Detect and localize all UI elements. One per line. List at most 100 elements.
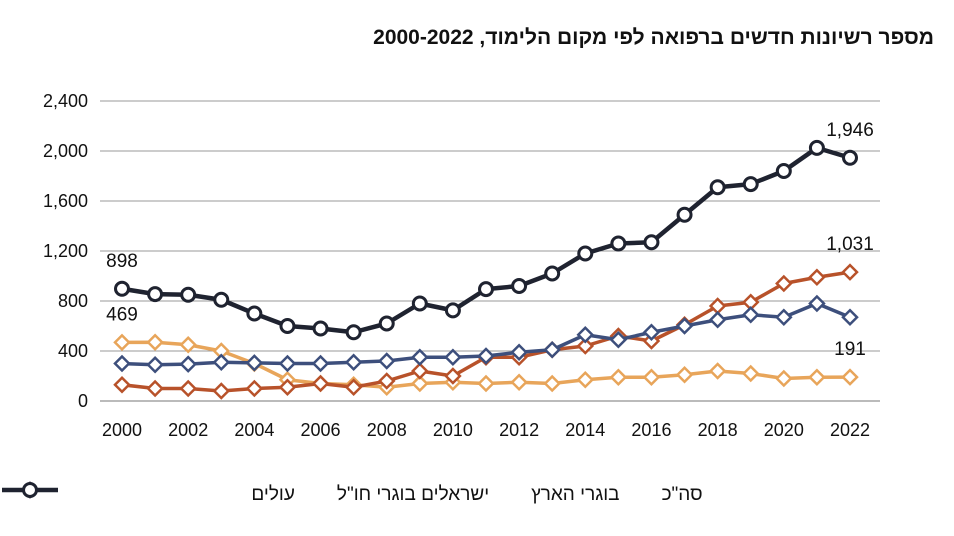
data-point [411,374,429,393]
data-point [213,291,230,308]
x-tick-label: 2020 [764,420,804,440]
x-tick-label: 2000 [102,420,142,440]
data-point [344,378,363,397]
y-tick-label: 1,600 [43,191,88,211]
data-point [808,294,826,313]
data-point [708,362,727,380]
data-point [544,265,561,282]
data-point [576,325,595,344]
data-point [841,263,859,281]
data-point [808,268,826,287]
data-point [741,364,760,383]
data-point [114,280,130,297]
data-point [212,382,231,400]
legend-label: ישראלים בוגרי חו"ל [336,484,490,505]
data-point [411,295,428,312]
data-point [246,305,263,322]
data-point [576,370,595,389]
data-point [510,343,528,362]
data-point [808,139,825,156]
x-tick-label: 2016 [631,420,671,440]
data-point [113,375,131,394]
legend-swatch [2,482,58,498]
data-point [775,308,793,327]
data-point [642,323,661,342]
data-point [841,368,859,386]
data-point [643,234,660,251]
data-point [377,352,396,370]
data-point [609,368,628,387]
data-point [675,317,694,335]
data-label: 898 [106,251,138,272]
data-point [477,347,495,365]
data-point [577,245,594,262]
data-point [113,333,131,352]
legend-label: עולים [251,484,295,505]
data-point [742,176,759,193]
data-point [146,333,164,352]
data-label: 1,946 [826,120,874,141]
data-point [675,365,694,384]
data-point [511,278,528,294]
x-tick-label: 2018 [698,420,738,440]
line-chart: 0 400 800 1,200 1,600 2,000 2,400 2000 2002 2004 2… [43,91,880,440]
x-tick-label: 2008 [367,420,407,440]
x-tick-label: 2014 [565,420,605,440]
data-point [510,373,528,392]
data-point [808,368,826,387]
x-tick-label: 2022 [830,420,870,440]
data-point [245,354,264,372]
data-point [543,374,561,393]
data-point [312,320,329,337]
data-point [278,378,297,397]
data-point [477,374,495,393]
legend-item: ישראלים בוגרי חו"ל [2,481,490,506]
x-tick-label: 2012 [499,420,539,440]
data-label: 191 [834,339,866,360]
data-point [642,368,661,387]
y-tick-label: 2,000 [43,141,88,161]
data-point [708,310,727,329]
data-point [345,324,362,341]
legend-item: עולים [2,481,295,506]
data-point [411,362,429,380]
data-point [146,379,164,398]
data-point [543,340,561,359]
data-point [344,353,363,372]
data-point [478,281,494,298]
data-point [709,179,726,196]
data-label: 469 [106,304,138,325]
data-point [775,163,792,179]
y-tick-label: 400 [58,341,88,361]
chart-title: מספר רשיונות חדשים ברפואה לפי מקום הלימו… [373,26,934,49]
data-label: 1,031 [826,234,874,255]
data-point [775,274,793,293]
data-point [444,348,462,367]
data-point [841,308,859,327]
data-point [411,348,429,367]
legend-label: סה"כ [661,484,703,505]
legend-item: בוגרי הארץ [2,481,620,506]
x-tick-label: 2006 [301,420,341,440]
y-tick-label: 800 [58,291,88,311]
data-point [741,305,760,324]
data-point [842,149,858,166]
data-point [609,330,628,349]
data-point [179,335,197,354]
legend-label: בוגרי הארץ [531,484,620,505]
data-point [378,315,395,332]
data-point [444,367,462,385]
y-tick-label: 0 [78,391,88,411]
data-point [147,286,164,303]
x-tick-label: 2002 [168,420,208,440]
legend-item: סה"כ [2,482,703,506]
data-point [179,355,197,373]
data-point [146,355,164,374]
data-point [311,354,330,373]
data-point [180,286,197,303]
y-tick-label: 2,400 [43,91,88,111]
y-tick-label: 1,200 [43,241,88,261]
legend: עולים ישראלים בוגרי חו"ל בוגרי הארץ סה"כ [0,480,954,510]
data-point [245,379,264,398]
x-tick-label: 2010 [433,420,473,440]
